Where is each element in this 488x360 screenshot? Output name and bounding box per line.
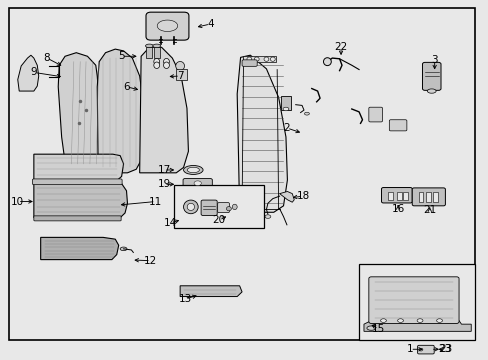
Text: 8: 8 [43,53,50,63]
Bar [432,192,437,202]
Text: 21: 21 [422,206,435,216]
Text: 7: 7 [177,71,183,81]
Text: 9: 9 [30,67,37,77]
Bar [426,192,430,202]
Ellipse shape [154,58,159,65]
FancyBboxPatch shape [388,120,406,131]
FancyBboxPatch shape [201,200,217,216]
Ellipse shape [187,167,199,173]
Ellipse shape [246,225,252,228]
Ellipse shape [323,58,330,66]
Ellipse shape [436,319,442,322]
Ellipse shape [246,57,251,61]
Ellipse shape [153,44,160,48]
FancyBboxPatch shape [417,345,433,354]
FancyBboxPatch shape [381,188,411,203]
Text: 13: 13 [178,294,191,304]
Bar [396,192,401,200]
FancyBboxPatch shape [146,12,188,40]
FancyBboxPatch shape [368,277,458,323]
Ellipse shape [154,62,159,68]
Ellipse shape [233,210,244,216]
FancyBboxPatch shape [368,107,382,122]
FancyBboxPatch shape [32,179,122,185]
Polygon shape [180,286,242,297]
Bar [176,69,186,80]
Ellipse shape [187,203,194,211]
Bar [173,185,264,228]
Polygon shape [34,154,123,181]
Text: 2: 2 [283,123,290,133]
Ellipse shape [270,57,275,61]
Polygon shape [237,55,287,212]
Ellipse shape [175,62,184,71]
Text: 10: 10 [11,197,24,207]
Text: 14: 14 [163,218,177,228]
Ellipse shape [157,20,177,32]
Bar [387,192,392,200]
Ellipse shape [283,107,288,111]
Text: 19: 19 [157,179,170,189]
Text: 16: 16 [391,204,404,214]
Ellipse shape [145,44,153,48]
Text: 11: 11 [149,197,162,207]
FancyBboxPatch shape [183,179,212,188]
Polygon shape [97,49,144,173]
Text: 15: 15 [371,324,385,334]
Text: 18: 18 [296,191,309,201]
Ellipse shape [427,89,435,93]
Text: 23: 23 [438,344,451,354]
Bar [402,192,407,200]
Ellipse shape [120,247,127,251]
Text: 22: 22 [334,42,347,52]
FancyBboxPatch shape [217,203,229,213]
Ellipse shape [304,112,309,115]
Bar [154,46,159,58]
Text: 3: 3 [430,55,437,65]
Ellipse shape [232,204,237,210]
Polygon shape [279,192,294,202]
Text: 5: 5 [118,51,124,61]
Ellipse shape [226,207,231,211]
Polygon shape [18,55,39,91]
Ellipse shape [264,57,268,61]
Ellipse shape [397,319,403,322]
FancyBboxPatch shape [411,188,445,206]
Bar [281,96,290,110]
Text: 6: 6 [123,82,129,92]
Bar [243,56,276,62]
Text: 23: 23 [437,344,450,354]
Ellipse shape [194,181,201,185]
Ellipse shape [163,58,169,65]
Polygon shape [58,53,105,173]
FancyBboxPatch shape [422,62,440,90]
Bar [358,264,474,339]
Ellipse shape [380,319,386,322]
Ellipse shape [264,215,270,219]
Ellipse shape [366,326,375,330]
Polygon shape [363,320,470,331]
Ellipse shape [183,166,203,175]
Text: 17: 17 [157,165,170,175]
Ellipse shape [254,57,259,61]
Ellipse shape [416,319,422,322]
FancyBboxPatch shape [242,60,257,66]
Polygon shape [41,237,119,260]
Ellipse shape [418,348,422,351]
Polygon shape [34,182,127,218]
Bar [146,46,152,58]
Polygon shape [140,47,188,173]
Text: 20: 20 [212,215,225,225]
Ellipse shape [183,200,198,214]
Bar [418,192,423,202]
Ellipse shape [163,62,169,68]
FancyBboxPatch shape [34,216,121,221]
Text: 4: 4 [206,19,213,29]
Text: 1: 1 [406,344,413,354]
Text: 12: 12 [144,256,157,266]
